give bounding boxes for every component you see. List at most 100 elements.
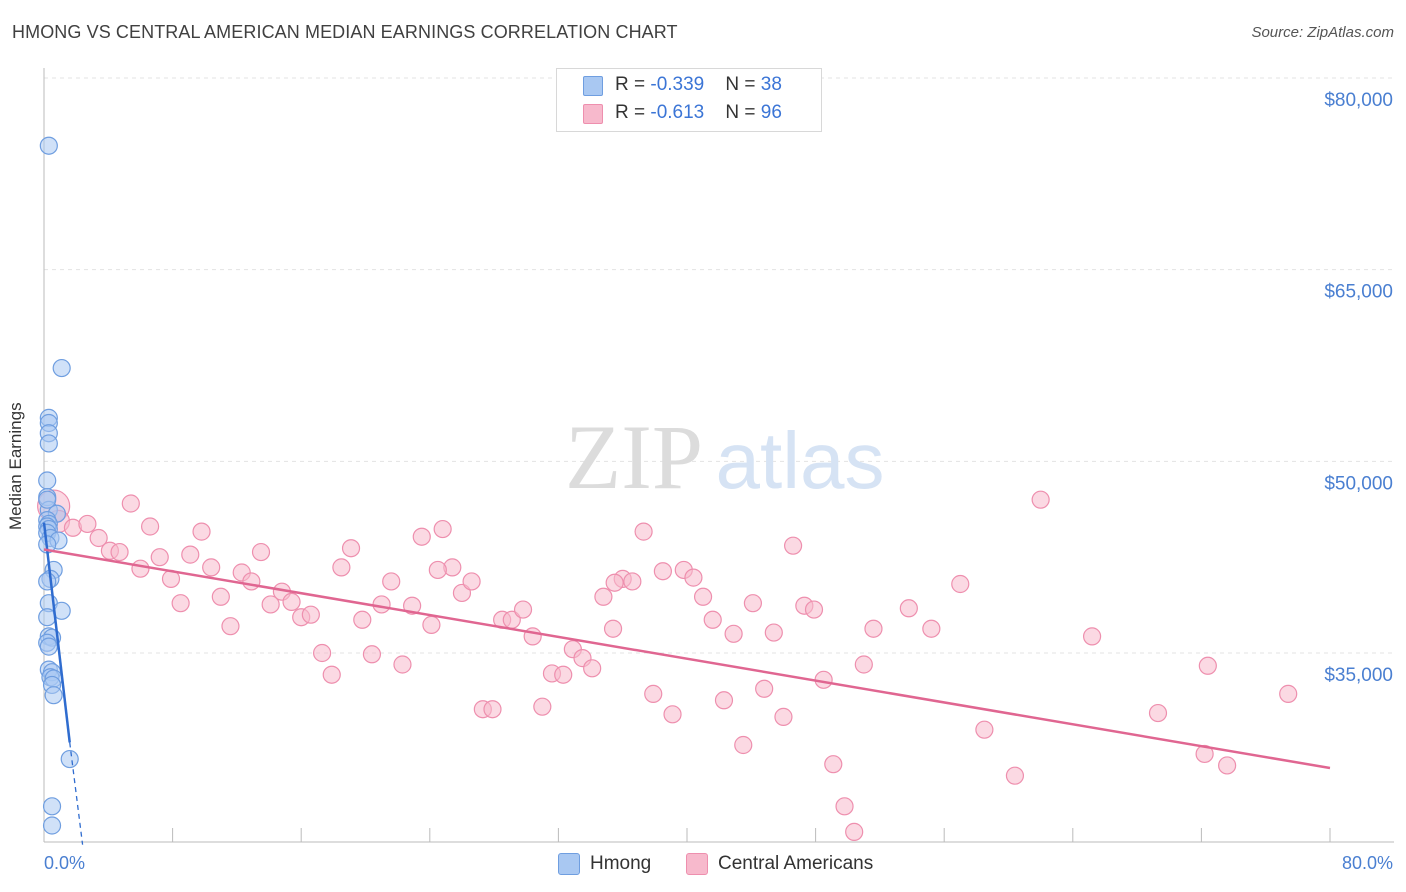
data-point xyxy=(341,539,361,558)
data-point xyxy=(362,645,382,664)
data-point xyxy=(594,587,613,606)
data-point xyxy=(764,623,783,642)
y-tick-label: $35,000 xyxy=(1324,665,1393,686)
data-point xyxy=(951,574,970,594)
data-point xyxy=(39,637,58,656)
x-tick-label-max: 80.0% xyxy=(1342,853,1393,873)
data-point xyxy=(734,735,753,755)
data-point xyxy=(583,659,602,678)
data-point xyxy=(623,572,642,591)
legend-n-value: 38 xyxy=(760,74,782,95)
bottom-legend-swatch-hmong xyxy=(558,853,580,875)
data-point xyxy=(845,822,864,841)
data-point xyxy=(171,594,190,613)
data-point xyxy=(1005,766,1025,785)
y-tick-label: $80,000 xyxy=(1324,90,1393,111)
legend-r-label: R = xyxy=(615,74,651,95)
data-point xyxy=(428,560,447,580)
data-point xyxy=(121,494,140,513)
data-point xyxy=(1198,656,1217,675)
data-point xyxy=(38,490,57,509)
data-point xyxy=(301,605,320,624)
data-point xyxy=(353,610,372,629)
data-point xyxy=(724,624,743,643)
data-point xyxy=(804,600,824,619)
legend-swatch-central-americans xyxy=(583,104,603,124)
data-point xyxy=(835,797,854,816)
bottom-legend-swatch-central-americans xyxy=(686,853,708,875)
data-point xyxy=(433,519,452,539)
data-point xyxy=(140,517,160,536)
data-point xyxy=(513,600,533,619)
data-point xyxy=(60,749,79,769)
data-point xyxy=(703,610,722,629)
data-point xyxy=(693,587,713,606)
data-point xyxy=(42,797,62,816)
data-point xyxy=(864,619,883,638)
data-point xyxy=(653,562,672,581)
x-tick-label-min: 0.0% xyxy=(44,853,85,873)
trend-line-extension xyxy=(69,742,84,845)
legend-r-value: -0.339 xyxy=(650,74,705,95)
data-point xyxy=(282,592,301,611)
bottom-legend-label-central-americans: Central Americans xyxy=(718,853,874,874)
data-point xyxy=(110,542,129,562)
data-point xyxy=(603,619,623,638)
x-tick-labels: 0.0% 80.0% xyxy=(44,853,1393,873)
data-point xyxy=(422,615,441,634)
data-point xyxy=(554,665,573,684)
data-point xyxy=(634,522,653,541)
data-point xyxy=(899,599,918,618)
correlation-legend: R = -0.339 N = 38 R = -0.613 N = 96 xyxy=(556,68,822,132)
data-point xyxy=(372,595,391,614)
data-point xyxy=(131,559,150,578)
data-point xyxy=(322,665,341,684)
data-point xyxy=(663,705,682,724)
watermark-atlas: atlas xyxy=(716,416,885,505)
data-point xyxy=(39,434,58,453)
data-point xyxy=(89,528,108,548)
data-point xyxy=(38,572,57,591)
data-point xyxy=(261,595,280,614)
data-point xyxy=(312,643,332,663)
series-hmong-points xyxy=(38,136,79,835)
y-tick-labels: $35,000 $50,000 $65,000 $80,000 xyxy=(1324,90,1393,686)
data-point xyxy=(44,686,63,705)
data-point xyxy=(382,572,401,591)
data-point xyxy=(393,655,412,674)
data-point xyxy=(1031,490,1050,509)
chart-title: HMONG VS CENTRAL AMERICAN MEDIAN EARNING… xyxy=(12,22,678,42)
data-point xyxy=(181,545,200,564)
data-point xyxy=(533,697,552,716)
trend-line xyxy=(42,522,71,743)
chart-source: Source: ZipAtlas.com xyxy=(1251,24,1394,41)
legend-n-value: 96 xyxy=(760,102,782,123)
data-point xyxy=(38,471,57,490)
data-point xyxy=(412,527,431,546)
legend-swatch-hmong xyxy=(583,76,603,96)
data-point xyxy=(150,548,169,567)
data-point xyxy=(1082,627,1102,646)
y-tick-label: $50,000 xyxy=(1324,473,1393,494)
data-point xyxy=(462,572,481,591)
data-point xyxy=(332,558,351,577)
legend-n-label: N = xyxy=(725,102,761,123)
data-point xyxy=(714,691,734,710)
data-point xyxy=(783,536,803,555)
data-point xyxy=(78,514,97,534)
data-point xyxy=(922,619,941,638)
data-point xyxy=(684,568,703,587)
data-point xyxy=(403,596,422,615)
trend-lines xyxy=(42,522,1331,845)
data-point xyxy=(1218,756,1237,775)
data-point xyxy=(605,573,624,592)
data-point xyxy=(52,358,71,378)
data-point xyxy=(242,572,261,591)
data-point xyxy=(854,655,873,674)
data-point xyxy=(975,720,994,739)
data-point xyxy=(42,816,62,835)
bottom-legend-label-hmong: Hmong xyxy=(590,853,652,874)
legend-n-label: N = xyxy=(725,74,761,95)
data-point xyxy=(755,679,774,698)
